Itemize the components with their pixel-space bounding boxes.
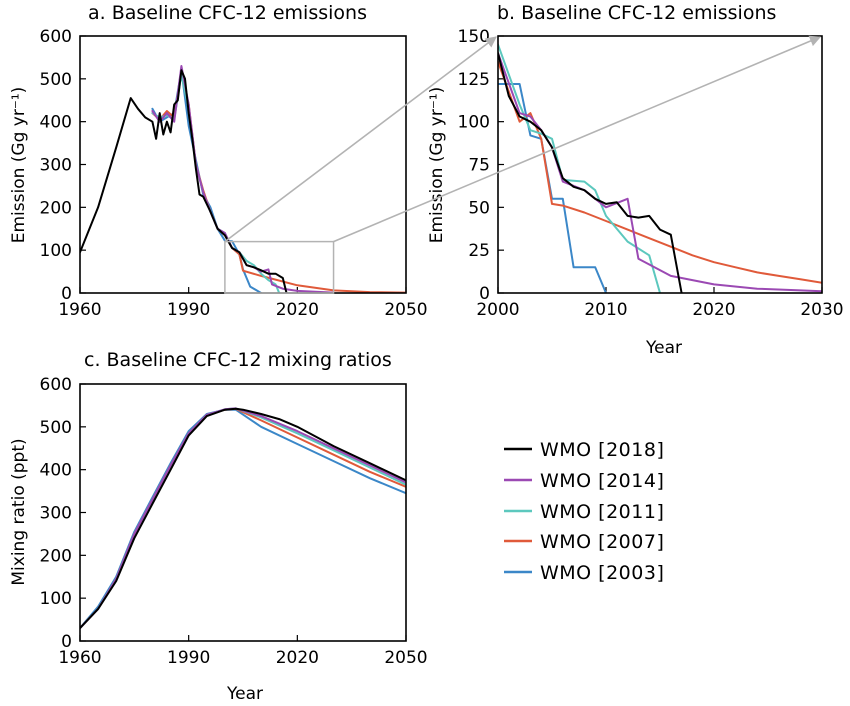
panel-c-axes-frame <box>79 383 407 642</box>
panel-a-xtick-label: 2050 <box>384 300 427 320</box>
panel-b-ytick-label: 0 <box>479 284 490 304</box>
panel-c-mixing-ratios: c. Baseline CFC-12 mixing ratios Mixing … <box>9 349 428 704</box>
panel-a-xtick-label: 1960 <box>58 300 101 320</box>
panel-a-axes-frame <box>79 35 407 294</box>
panel-c-series-wmo-2018 <box>80 407 406 630</box>
panel-c-series-wmo-2011 <box>80 407 406 630</box>
panel-c-xtick-label: 1990 <box>167 648 210 668</box>
panel-c-series-wmo-2014 <box>80 407 406 630</box>
panel-b-axes-frame <box>497 35 823 294</box>
panel-a-xtick-label: 1990 <box>167 300 210 320</box>
legend-entry: WMO [2003] <box>504 562 664 584</box>
panel-c-ytick-label: 200 <box>40 546 72 566</box>
panel-a-series-wmo-2007 <box>151 71 406 293</box>
legend-label-wmo-2018: WMO [2018] <box>540 439 664 461</box>
panel-b-series-wmo-2018 <box>498 52 683 293</box>
panel-b-ytick-label: 125 <box>458 70 490 90</box>
panel-a-ytick-label: 600 <box>40 27 72 47</box>
panel-b-ytick-label: 25 <box>468 241 490 261</box>
panel-b-series <box>498 43 822 293</box>
legend-label-wmo-2014: WMO [2014] <box>540 470 664 492</box>
panel-a-series-wmo-2018 <box>80 69 288 293</box>
legend-label-wmo-2007: WMO [2007] <box>540 531 664 553</box>
legend-label-wmo-2003: WMO [2003] <box>540 562 664 584</box>
legend-entry: WMO [2014] <box>504 470 664 492</box>
panel-c-ytick-label: 400 <box>40 461 72 481</box>
panel-b-ytick-label: 100 <box>458 113 490 133</box>
panel-a-ylabel: Emission (Gg yr⁻¹) <box>9 87 29 244</box>
panel-a-ticks: 1960 1990 2020 2050 0 100 200 300 400 500 600 <box>40 27 428 320</box>
panel-b-xtick-label: 2030 <box>800 300 843 320</box>
panel-c-xtick-label: 1960 <box>58 648 101 668</box>
panel-b-series-wmo-2007 <box>498 60 822 284</box>
panel-c-ticks: 1960 1990 2020 2050 0 100 200 300 400 500 600 <box>40 375 428 668</box>
panel-b-series-wmo-2011 <box>498 43 661 293</box>
panel-a-ytick-label: 400 <box>40 113 72 133</box>
panel-b-ylabel: Emission (Gg yr⁻¹) <box>427 87 447 244</box>
panel-c-ylabel: Mixing ratio (ppt) <box>9 438 29 585</box>
legend-entry: WMO [2018] <box>504 439 664 461</box>
panel-b-xtick-label: 2010 <box>584 300 627 320</box>
panel-c-xlabel: Year <box>226 684 263 704</box>
panel-b-ytick-label: 150 <box>458 27 490 47</box>
panel-b-plot-area <box>498 43 822 293</box>
panel-a-ytick-label: 500 <box>40 70 72 90</box>
legend: WMO [2018] WMO [2014] WMO [2011] WMO [20… <box>504 439 664 584</box>
panel-b-series-wmo-2014 <box>498 52 822 293</box>
zoom-connector-left <box>224 36 497 243</box>
panel-c-ytick-label: 600 <box>40 375 72 395</box>
panel-c-xtick-label: 2020 <box>276 648 319 668</box>
panel-b-ytick-label: 75 <box>468 156 490 176</box>
panel-c-xtick-label: 2050 <box>384 648 427 668</box>
panel-b-emissions-zoom: b. Baseline CFC-12 emissions Emission (G… <box>427 2 844 358</box>
panel-c-series-wmo-2003 <box>80 408 406 630</box>
panel-a-ytick-label: 100 <box>40 241 72 261</box>
zoom-indicator <box>224 35 822 294</box>
legend-entry: WMO [2007] <box>504 531 664 553</box>
panel-a-series <box>80 65 406 293</box>
panel-b-xlabel: Year <box>645 338 682 358</box>
panel-c-ytick-label: 300 <box>40 504 72 524</box>
panel-a-ytick-label: 300 <box>40 156 72 176</box>
panel-b-xtick-label: 2000 <box>476 300 519 320</box>
panel-b-xtick-label: 2020 <box>692 300 735 320</box>
panel-c-series <box>80 407 406 630</box>
panel-a-ytick-label: 200 <box>40 198 72 218</box>
panel-c-plot-area <box>80 407 406 630</box>
panel-c-series-wmo-2007 <box>80 407 406 630</box>
panel-a-series-wmo-2011 <box>151 73 281 293</box>
zoom-box <box>224 240 335 294</box>
panel-b-series-wmo-2003 <box>498 83 607 293</box>
panel-c-title: c. Baseline CFC-12 mixing ratios <box>84 349 392 371</box>
legend-entry: WMO [2011] <box>504 501 664 523</box>
panel-a-xtick-label: 2020 <box>276 300 319 320</box>
panel-c-ytick-label: 0 <box>61 632 72 652</box>
panel-a-ytick-label: 0 <box>61 284 72 304</box>
panel-c-ytick-label: 500 <box>40 418 72 438</box>
panel-b-title: b. Baseline CFC-12 emissions <box>497 2 776 24</box>
legend-label-wmo-2011: WMO [2011] <box>540 501 664 523</box>
panel-a-plot-area <box>80 65 406 293</box>
panel-a-emissions: a. Baseline CFC-12 emissions Emission (G… <box>9 2 428 320</box>
zoom-connector-right <box>333 35 822 243</box>
panel-c-ytick-label: 100 <box>40 589 72 609</box>
panel-a-title: a. Baseline CFC-12 emissions <box>88 2 367 24</box>
panel-b-ytick-label: 50 <box>468 198 490 218</box>
